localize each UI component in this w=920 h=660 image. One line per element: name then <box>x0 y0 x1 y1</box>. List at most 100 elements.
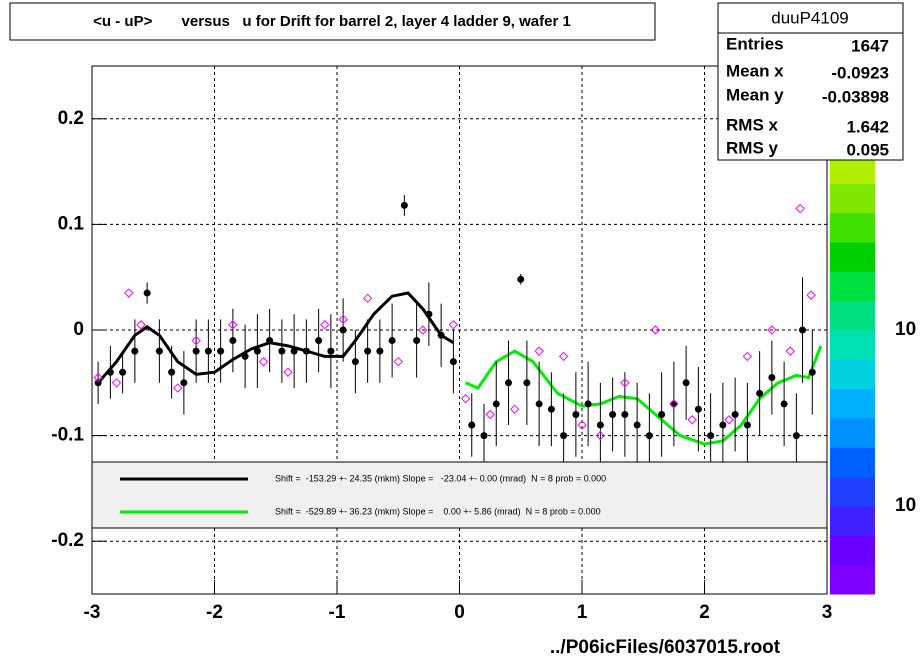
data-point <box>724 415 734 425</box>
data-point <box>595 430 606 441</box>
stats-label: RMS y <box>726 138 779 157</box>
data-point <box>338 314 348 325</box>
data-point <box>191 335 201 346</box>
colorbar-cell <box>830 242 875 272</box>
data-point <box>241 352 249 360</box>
data-point <box>364 347 372 355</box>
stats-value: 0.095 <box>846 140 889 159</box>
data-point <box>547 405 555 413</box>
data-point <box>192 347 200 355</box>
colorbar-label: 10 <box>895 319 916 340</box>
data-point <box>253 347 261 355</box>
data-point <box>480 432 488 440</box>
colorbar-cell <box>830 330 875 360</box>
data-point <box>687 415 697 425</box>
colorbar-cell <box>830 535 875 566</box>
stats-label: Mean x <box>726 61 784 80</box>
data-point <box>694 405 702 413</box>
data-point <box>204 347 212 355</box>
chart-title: <u - uP> versus u for Drift for barrel 2… <box>93 13 571 30</box>
stats-label: Mean y <box>726 85 784 104</box>
data-point <box>785 346 795 356</box>
stats-box <box>717 2 904 161</box>
stats-label: Entries <box>726 34 784 53</box>
data-point <box>388 337 396 345</box>
data-point <box>560 432 568 440</box>
data-point <box>283 367 293 377</box>
fit-curve <box>465 345 823 446</box>
data-point <box>351 358 359 366</box>
data-point <box>743 421 751 429</box>
data-point <box>806 290 816 300</box>
footer: ../P06icFiles/6037015.root <box>550 637 781 658</box>
data-point <box>558 351 569 362</box>
colorbar-cell <box>830 183 875 214</box>
colorbar-cell <box>830 388 875 419</box>
data-point <box>131 347 139 355</box>
data-point <box>393 356 403 367</box>
data-point <box>633 421 641 429</box>
data-point <box>413 337 421 345</box>
data-point <box>229 337 237 345</box>
data-point <box>418 325 428 335</box>
data-point <box>425 310 433 318</box>
x-tick-label: 2 <box>699 602 710 623</box>
data-point <box>523 379 531 387</box>
data-point <box>742 351 753 362</box>
data-point <box>315 337 323 345</box>
data-point <box>492 400 500 408</box>
data-point <box>460 393 471 404</box>
data-point <box>596 421 604 429</box>
colorbar-label: 10 <box>895 495 916 516</box>
data-point <box>584 400 592 408</box>
data-point <box>572 410 580 418</box>
y-tick-label: 0 <box>73 319 84 340</box>
data-point <box>290 347 298 355</box>
data-point <box>780 400 788 408</box>
data-point <box>143 289 151 297</box>
data-point <box>362 293 373 304</box>
data-point <box>658 410 666 418</box>
x-tick-label: 3 <box>822 602 833 623</box>
data-point <box>278 347 286 355</box>
data-point <box>645 432 653 440</box>
data-point <box>94 379 102 387</box>
data-point <box>448 320 459 330</box>
data-point <box>609 410 617 418</box>
stats-value: -0.03898 <box>822 87 889 106</box>
colorbar-cell <box>830 506 875 536</box>
data-point <box>731 410 739 418</box>
data-point <box>217 347 225 355</box>
data-point <box>320 320 330 330</box>
data-point <box>119 368 127 376</box>
legend-label: Shift = -529.89 +- 36.23 (mkm) Slope = 0… <box>275 506 601 516</box>
data-point <box>767 325 777 335</box>
data-point <box>124 288 134 298</box>
data-point <box>111 378 122 388</box>
legend-box <box>91 461 828 529</box>
data-point <box>173 383 183 393</box>
data-point <box>682 379 690 387</box>
y-tick-label: -0.1 <box>51 425 84 446</box>
data-point <box>792 432 800 440</box>
stats-label: RMS x <box>726 115 779 134</box>
data-point <box>468 421 476 429</box>
data-point <box>180 379 188 387</box>
data-point <box>808 368 816 376</box>
data-point <box>327 347 335 355</box>
stats-value: -0.0923 <box>831 63 889 82</box>
data-point <box>799 326 806 334</box>
data-point <box>505 379 512 387</box>
data-point <box>669 399 679 409</box>
data-point <box>302 347 310 355</box>
fit-curve <box>96 291 455 384</box>
data-point <box>266 337 274 345</box>
data-point <box>376 347 384 355</box>
y-tick-label: 0.2 <box>58 108 84 129</box>
data-point <box>756 389 764 397</box>
x-tick-label: 0 <box>454 602 465 623</box>
data-point <box>93 372 103 383</box>
stats-title: duuP4109 <box>771 8 849 27</box>
data-point <box>577 420 587 430</box>
